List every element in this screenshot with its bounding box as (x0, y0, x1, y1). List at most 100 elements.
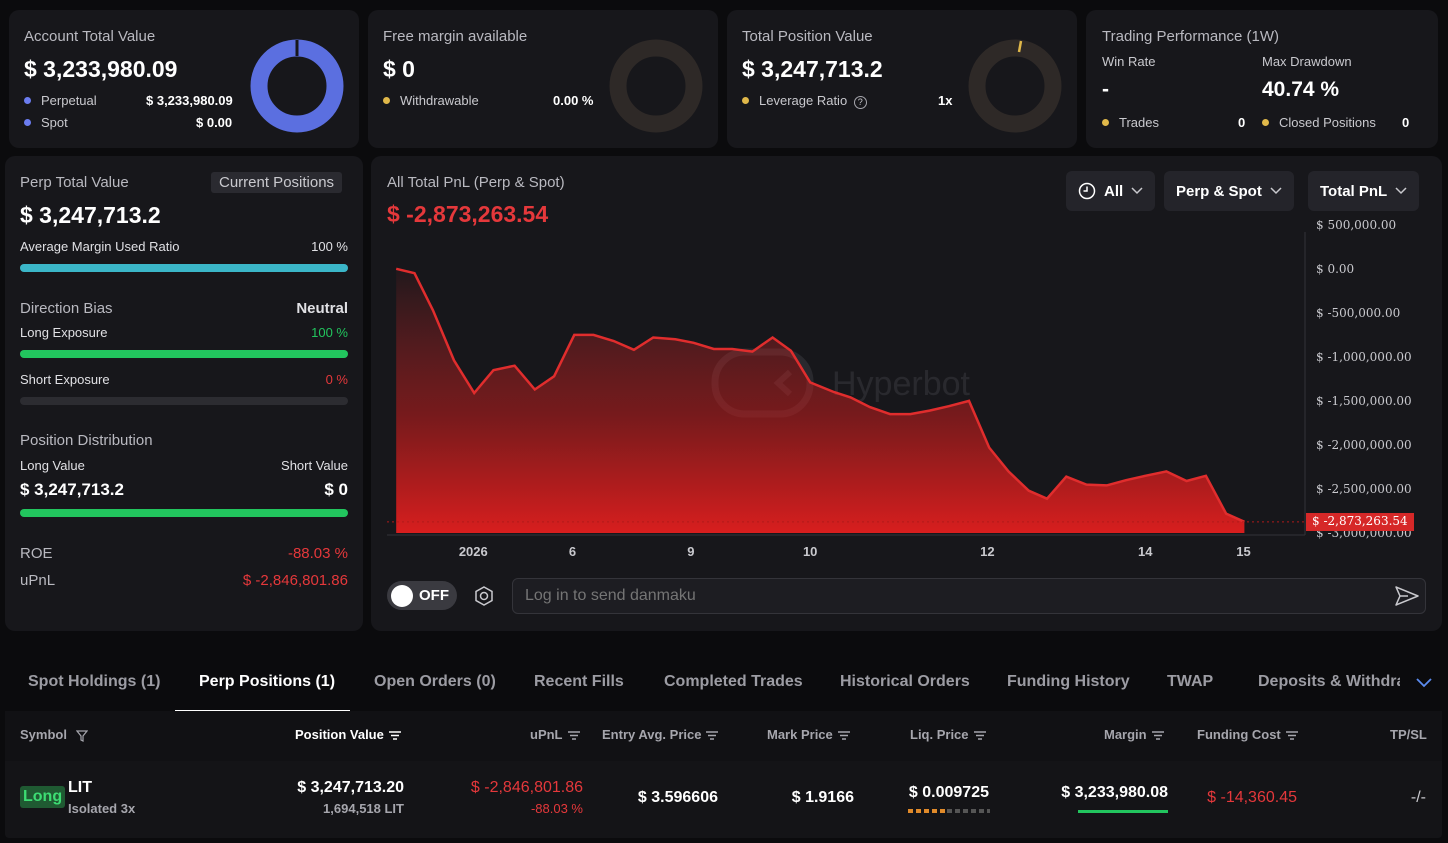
position-distribution-label: Position Distribution (20, 432, 153, 449)
header-upnl[interactable]: uPnL (530, 727, 580, 742)
header-funding-cost[interactable]: Funding Cost (1197, 727, 1298, 742)
perp-total-label: Perp Total Value (20, 174, 129, 191)
account-total-card: Account Total Value $ 3,233,980.09 Perpe… (9, 10, 359, 148)
header-tpsl: TP/SL (1390, 727, 1427, 742)
long-value-label: Long Value (20, 458, 85, 473)
roe-label: ROE (20, 545, 53, 562)
toggle-label: OFF (419, 587, 449, 604)
current-positions-tab[interactable]: Current Positions (211, 172, 343, 193)
long-exposure-track (20, 350, 348, 358)
upnl-label: uPnL (20, 572, 56, 589)
trading-performance-label: Trading Performance (1W) (1102, 28, 1279, 45)
spot-label: Spot (24, 115, 68, 130)
trades-value: 0 (1238, 115, 1246, 130)
margin-ratio-fill (20, 264, 348, 272)
watermark-text: Hyperbot (832, 365, 971, 403)
header-entry-price[interactable]: Entry Avg. Price (602, 727, 719, 742)
short-value-label: Short Value (281, 458, 348, 473)
filter-icon[interactable] (75, 729, 88, 742)
perp-total-value: $ 3,247,713.2 (20, 202, 161, 228)
header-position-value[interactable]: Position Value (295, 727, 401, 742)
header-margin[interactable]: Margin (1104, 727, 1164, 742)
long-exposure-value: 100 % (311, 325, 348, 340)
closed-positions-label: Closed Positions (1262, 115, 1376, 130)
x-tick-label: 10 (803, 544, 817, 559)
long-exposure-label: Long Exposure (20, 325, 108, 340)
x-tick-label: 9 (687, 544, 694, 559)
send-icon[interactable] (1394, 584, 1420, 608)
header-mark-price[interactable]: Mark Price (767, 727, 850, 742)
header-symbol[interactable]: Symbol (20, 727, 88, 742)
long-exposure-fill (20, 350, 348, 358)
y-tick-label: $ -1,500,000.00 (1316, 394, 1412, 408)
range-filter-button[interactable]: All (1066, 171, 1156, 211)
chevron-down-icon (1131, 187, 1143, 195)
perpetual-label: Perpetual (24, 93, 97, 108)
free-margin-value: $ 0 (383, 56, 415, 82)
chevron-down-icon[interactable] (1416, 678, 1432, 688)
current-value-tag-text: $ -2,873,263.54 (1312, 513, 1408, 528)
symbol[interactable]: LIT (68, 779, 92, 796)
sort-icon[interactable] (973, 731, 986, 740)
leverage-ratio-label: Leverage Ratio ? (742, 93, 867, 109)
settings-icon[interactable] (473, 585, 495, 607)
sort-icon[interactable] (837, 731, 850, 740)
account-donut-chart (250, 39, 344, 133)
x-tick-label: 15 (1236, 544, 1250, 559)
danmaku-toggle[interactable]: OFF (387, 581, 457, 610)
free-margin-card: Free margin available $ 0 Withdrawable 0… (368, 10, 718, 148)
sort-icon[interactable] (706, 731, 719, 740)
tab-1[interactable]: Perp Positions (1) (199, 673, 336, 690)
metric-filter-button[interactable]: Total PnL (1308, 171, 1420, 211)
tab-5[interactable]: Historical Orders (840, 673, 970, 690)
header-liq-price[interactable]: Liq. Price (910, 727, 986, 742)
sort-icon[interactable] (1285, 731, 1298, 740)
closed-positions-value: 0 (1402, 115, 1410, 130)
danmaku-input[interactable] (512, 578, 1426, 614)
short-exposure-value: 0 % (325, 372, 348, 387)
market-filter-label: Perp & Spot (1176, 182, 1262, 200)
entry-price: $ 3.596606 (637, 789, 718, 806)
margin-donut-chart (609, 39, 703, 133)
liq-price: $ 0.009725 (908, 784, 989, 801)
upnl-pct-cell: -88.03 % (530, 801, 583, 816)
withdrawable-label: Withdrawable (383, 93, 479, 108)
short-exposure-track (20, 397, 348, 405)
sort-icon[interactable] (567, 731, 580, 740)
current-value-tag: $ -2,873,263.54 (1306, 512, 1414, 531)
tab-8[interactable]: Deposits & Withdraw (1258, 673, 1400, 690)
tab-7[interactable]: TWAP (1167, 673, 1214, 690)
x-tick-label: 6 (569, 544, 576, 559)
x-tick-label: 12 (980, 544, 994, 559)
tab-4[interactable]: Completed Trades (664, 673, 803, 690)
y-tick-label: $ 500,000.00 (1316, 218, 1396, 232)
y-tick-label: $ 0.00 (1316, 262, 1354, 276)
y-tick-label: $ -500,000.00 (1316, 306, 1400, 320)
max-drawdown-label: Max Drawdown (1262, 54, 1352, 69)
max-drawdown-value: 40.74 % (1262, 78, 1340, 101)
tab-2[interactable]: Open Orders (0) (374, 673, 496, 690)
mark-price: $ 1.9166 (791, 789, 854, 806)
total-position-label: Total Position Value (742, 28, 873, 45)
y-tick-label: $ -1,000,000.00 (1316, 350, 1412, 364)
toggle-knob (391, 584, 413, 607)
help-icon[interactable]: ? (853, 96, 867, 109)
margin-cell: $ 3,233,980.08 (1061, 784, 1168, 801)
short-value: $ 0 (324, 480, 348, 499)
sort-icon[interactable] (388, 731, 401, 740)
tpsl-cell[interactable]: -/- (1410, 789, 1426, 806)
tab-3[interactable]: Recent Fills (534, 673, 624, 690)
liq-risk-indicator-rest (947, 809, 990, 813)
spot-value: $ 0.00 (196, 115, 233, 130)
roe-value: -88.03 % (287, 545, 348, 562)
x-tick-label: 14 (1138, 544, 1153, 559)
sort-icon[interactable] (1151, 731, 1164, 740)
market-filter-button[interactable]: Perp & Spot (1164, 171, 1294, 211)
pnl-line (395, 267, 1245, 523)
short-exposure-label: Short Exposure (20, 372, 110, 387)
tab-0[interactable]: Spot Holdings (1) (28, 673, 161, 690)
x-tick-label: 2026 (459, 544, 488, 559)
tab-6[interactable]: Funding History (1007, 673, 1130, 690)
chevron-down-icon (1395, 187, 1407, 195)
margin-mode: Isolated 3x (68, 801, 136, 816)
